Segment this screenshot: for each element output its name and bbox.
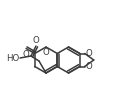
Text: O: O <box>86 62 92 71</box>
Text: O: O <box>43 48 49 57</box>
Text: O: O <box>86 49 92 58</box>
Text: O: O <box>23 50 29 59</box>
Text: HO: HO <box>6 53 19 63</box>
Text: O: O <box>33 36 39 45</box>
